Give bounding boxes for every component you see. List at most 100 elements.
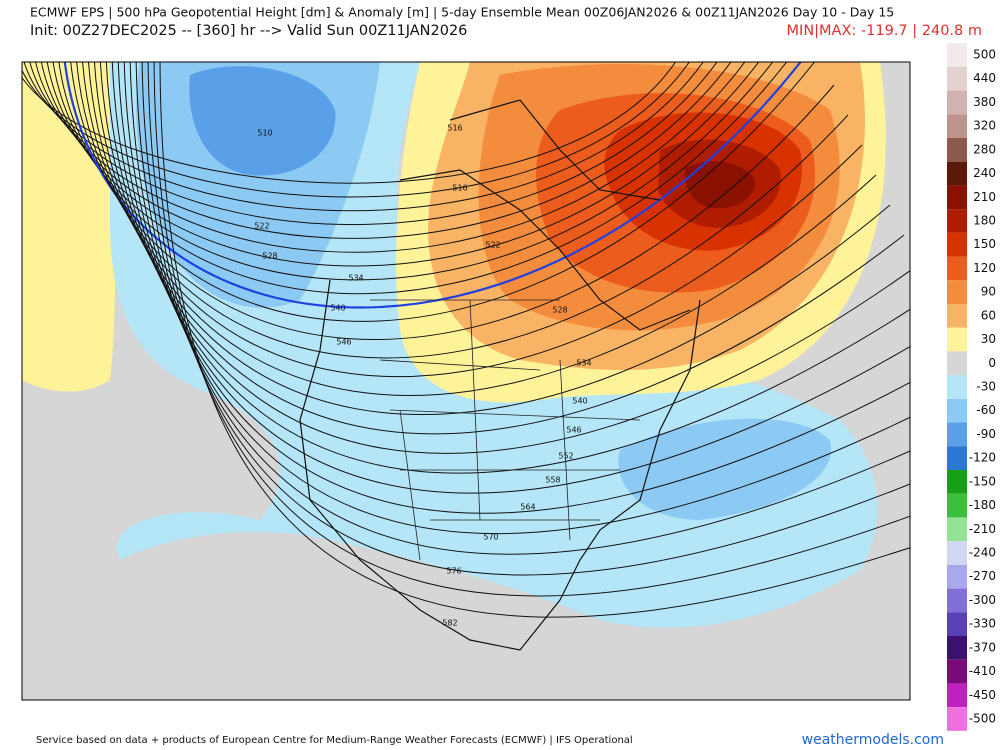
contour-line <box>123 62 910 494</box>
map: 510 516 516 522 522 528 528 534 534 540 540 546 546 5… <box>22 62 910 700</box>
contour-line <box>135 62 910 535</box>
colorbar-label: -90 <box>976 427 996 441</box>
colorbar-label: -240 <box>969 546 996 560</box>
colorbar-swatch <box>947 114 967 138</box>
contour-line <box>88 62 863 378</box>
contour-label: 576 <box>446 567 461 576</box>
colorbar-swatch <box>947 541 967 565</box>
colorbar-swatch <box>947 304 967 328</box>
contour-label: 522 <box>254 222 269 231</box>
colorbar-swatch <box>947 564 967 589</box>
colorbar-swatch <box>947 185 967 210</box>
colorbar-swatch <box>947 209 967 233</box>
contour-label: 540 <box>572 397 587 406</box>
colorbar-label: 240 <box>973 166 996 180</box>
colorbar-label: 500 <box>973 48 996 62</box>
colorbar-swatch <box>947 517 967 542</box>
colorbar-swatch <box>947 280 967 304</box>
contour-line <box>147 62 910 576</box>
colorbar-label: -450 <box>969 688 996 702</box>
colorbar-swatch <box>947 588 967 613</box>
colorbar-swatch <box>947 422 967 447</box>
colorbar-label: 120 <box>973 261 996 275</box>
colorbar-label: 30 <box>981 332 996 346</box>
contour-line <box>141 62 910 555</box>
contour-label: 564 <box>520 503 535 512</box>
colorbar-label: 380 <box>973 95 996 109</box>
contour-label: 516 <box>447 124 462 133</box>
anomaly-negative-atlantic <box>618 418 832 520</box>
colorbar-label: -500 <box>969 712 996 726</box>
header-init: Init: 00Z27DEC2025 -- [360] hr --> Valid… <box>30 23 467 39</box>
colorbar-swatch <box>947 161 967 186</box>
contour-line <box>22 62 676 184</box>
colorbar-label: -330 <box>969 617 996 631</box>
colorbar-swatch <box>947 327 967 352</box>
colorbar-label: -410 <box>969 664 996 678</box>
colorbar-label: 440 <box>973 71 996 85</box>
contour-line <box>94 62 877 396</box>
contour-line <box>82 62 849 359</box>
colorbar-label: -270 <box>969 569 996 583</box>
contour-line <box>159 62 910 618</box>
colorbar-swatch <box>947 683 967 708</box>
colorbar-swatch <box>947 398 967 423</box>
contour-line <box>70 62 815 322</box>
anomaly-positive-6 <box>684 161 755 209</box>
contour-label: 552 <box>558 452 573 461</box>
colorbar-label: -60 <box>976 403 996 417</box>
anomaly-negative-core <box>189 66 336 176</box>
colorbar-swatch <box>947 470 967 494</box>
map-frame <box>21 61 911 701</box>
contour-line <box>117 62 910 474</box>
colorbar-swatch <box>947 66 967 91</box>
contour-label: 546 <box>566 426 581 435</box>
colorbar-label: 150 <box>973 237 996 251</box>
contour-line <box>52 62 774 281</box>
colorbar-swatch <box>947 43 967 67</box>
contour-label: 510 <box>257 129 272 138</box>
contour-label: 570 <box>483 533 498 542</box>
contour-label: 546 <box>336 338 351 347</box>
contour-label: 516 <box>452 184 467 193</box>
contour-label: 534 <box>348 274 363 283</box>
colorbar-label: 320 <box>973 119 996 133</box>
colorbar-swatch <box>947 493 967 518</box>
contour-label: 534 <box>576 359 591 368</box>
colorbar-label: -120 <box>969 451 996 465</box>
height-contours <box>22 62 910 618</box>
contour-line <box>129 62 910 514</box>
colorbar-swatch <box>947 138 967 162</box>
colorbar-label: -30 <box>976 380 996 394</box>
colorbar-label: -180 <box>969 498 996 512</box>
colorbar-swatch <box>947 90 967 115</box>
colorbar-label: 0 <box>988 356 996 370</box>
header-minmax: MIN|MAX: -119.7 | 240.8 m <box>787 23 982 39</box>
footer-site: weathermodels.com <box>802 732 944 748</box>
contour-label: 528 <box>262 252 277 261</box>
colorbar-label: 280 <box>973 142 996 156</box>
colorbar: 500 440 380 320 280 240 210 180 150 120 90 60 30 0 -30… <box>947 43 996 731</box>
colorbar-swatch <box>947 375 967 399</box>
contour-label: 558 <box>545 476 560 485</box>
borders <box>370 299 641 561</box>
colorbar-swatch <box>947 232 967 257</box>
contour-line <box>153 62 910 597</box>
contour-line <box>111 62 910 454</box>
contour-label: 540 <box>330 304 345 313</box>
contour-line <box>76 62 835 341</box>
colorbar-swatch <box>947 659 967 684</box>
header-title: ECMWF EPS | 500 hPa Geopotential Height … <box>30 5 894 20</box>
colorbar-label: 210 <box>973 190 996 204</box>
contour-label: 522 <box>485 241 500 250</box>
colorbar-swatch <box>947 446 967 470</box>
colorbar-label: -150 <box>969 474 996 488</box>
contour-540 <box>63 62 802 309</box>
colorbar-swatch <box>947 612 967 636</box>
colorbar-swatch <box>947 707 967 731</box>
contour-line <box>105 62 905 435</box>
footer-credit: Service based on data + products of Euro… <box>36 735 633 746</box>
colorbar-swatch <box>947 636 967 660</box>
colorbar-label: 90 <box>981 285 996 299</box>
